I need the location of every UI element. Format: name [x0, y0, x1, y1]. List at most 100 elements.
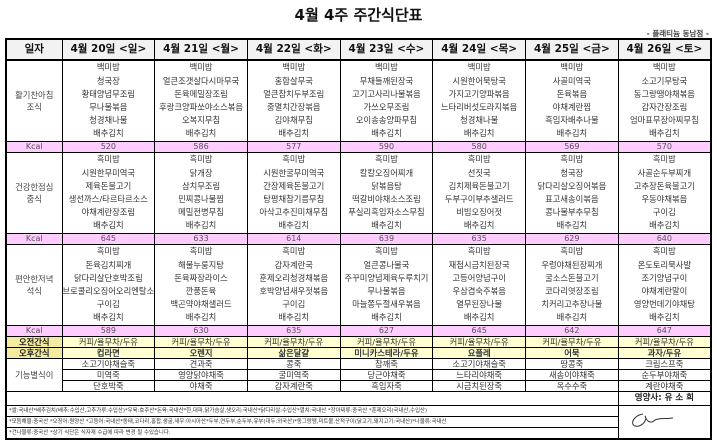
- header-row: 일자 4월 20일 <일> 4월 21일 <월> 4월 22일 <화> 4월 23일 <…: [5, 38, 712, 61]
- menu-item: 호박양념새우젓볶음: [259, 286, 329, 296]
- menu-item: 무나물볶음: [367, 286, 406, 296]
- kcal-value: 635: [432, 233, 527, 245]
- menu-item: 배추김치: [93, 128, 124, 139]
- kcal-value: 614: [246, 233, 341, 245]
- menu-item: 두부구이부추샐러드: [444, 194, 514, 204]
- menu-item: 배추김치: [463, 312, 495, 323]
- menu-item: 흑미밥: [282, 246, 306, 257]
- weekly-menu-table: 일자 4월 20일 <일> 4월 21일 <월> 4월 22일 <화> 4월 23일 <…: [5, 38, 712, 440]
- am-snack-item: 커피/율무차/두유: [525, 336, 619, 348]
- menu-item: 청국장: [560, 167, 584, 178]
- menu-item: 흑미밥: [189, 246, 213, 257]
- am-snack-item: 커피/율무차/두유: [154, 336, 248, 348]
- origin-note-row: *모듬해물:중국산 *오징어:원양산 *고등어:국내산*동태,코다리,홍합,생굴…: [5, 416, 711, 428]
- functional-diet-row: 기능별식이 소고기야채슬죽 견과죽 콩죽 참깨죽 소고기야채슬죽 땅콩죽 크림스프죽: [5, 358, 712, 392]
- day-header: 4월 25일 <금>: [525, 38, 619, 61]
- menu-item: 열무된장나물: [456, 299, 503, 310]
- pm-snack-item: 오렌지: [154, 347, 248, 359]
- functional-diet-item: 소고기야채슬죽: [61, 358, 156, 370]
- menu-item: 시원한무미역국: [81, 167, 136, 178]
- menu-item: 우삼겹숙주볶음: [452, 286, 506, 296]
- menu-item: 고등어양념구이: [452, 272, 506, 283]
- kcal-value: 640: [617, 233, 712, 245]
- menu-item: 비빔오징어젓: [456, 207, 503, 218]
- menu-item: 푸실리흑임자소스무침: [348, 207, 425, 218]
- kcal-value: 570: [617, 141, 712, 153]
- functional-diet-item: 흑임자죽: [339, 380, 434, 392]
- menu-item: 홍합살무국: [274, 75, 313, 86]
- menu-item: 고기고사리나물볶음: [352, 88, 421, 99]
- kcal-value: 590: [339, 141, 434, 153]
- menu-item: 구이김: [96, 299, 120, 310]
- menu-cell: 백미밥 소고기무탕국 동그랑땡야채볶음 감자간장조림 엄마표무장아찌무침 배추김치: [617, 59, 712, 142]
- functional-diet-row: 단호박죽 야채죽 감자계란죽 흑임자죽 시금치된장죽 옥수수죽 계란야채죽: [6, 380, 712, 392]
- menu-item: 배추김치: [93, 220, 124, 231]
- menu-cell: 흑미밥 감자계란국 훈제오리청경채볶음 호박양념새우젓볶음 구이김 배추김치: [246, 244, 341, 326]
- menu-item: 돈육볶음: [556, 88, 588, 99]
- menu-item: 백미밥: [96, 62, 120, 73]
- day-header: 4월 20일 <일>: [61, 38, 156, 61]
- menu-item: 흑미밥: [189, 154, 213, 165]
- origin-note-row: *건나물류:중국산 *상기 식단은 식자재 수급에 따라 변경 될 수있습니다.: [5, 427, 711, 440]
- menu-item: 시원한어묵탕국: [452, 75, 506, 86]
- menu-item: 백곤약야채샐러드: [170, 299, 232, 310]
- functional-diet-item: 옥수수죽: [525, 380, 619, 392]
- menu-item: 떡갈비야채소스조림: [352, 194, 421, 204]
- menu-item: 배추김치: [463, 220, 495, 231]
- meal-row: 활기찬아침 조식 백미밥 청국장 황태양념무조림 무나물볶음 청경채나물 배추김치 백미밥 얼큰조…: [5, 59, 712, 142]
- menu-item: 동그랑땡야채볶음: [633, 88, 695, 99]
- menu-item: 흑미밥: [282, 154, 306, 165]
- functional-diet-label: 기능별식이: [5, 358, 63, 392]
- kcal-value: 645: [61, 233, 156, 245]
- menu-cell: 흑미밥 우렁야채된장찌개 굴소스돈불고기 코다리엿장조림 치커리고추장나물 배추김치: [525, 244, 619, 326]
- menu-cell: 백미밥 홍합살무국 얼큰참치두부조림 중멸치간장볶음 김야채무침 배추김치: [246, 59, 341, 142]
- menu-item: 사골미역국: [552, 75, 591, 86]
- kcal-value: 577: [246, 141, 341, 153]
- menu-item: 무채들깨된장국: [359, 75, 414, 86]
- meal-row: 편안한저녁 석식 흑미밥 돈육김치찌개 닭다리살단호박조림 브로콜리오징어오리엔탈소스 구이…: [5, 244, 712, 326]
- menu-cell: 흑미밥 칼칼오징어찌개 닭볶음탕 떡갈비야채소스조림 푸실리흑임자소스무침 배추김치: [339, 152, 434, 234]
- menu-cell: 흑미밥 온도토리묵사발 조기양념구이 야채계란말이 영양번데기야채탕 배추김치: [617, 244, 712, 326]
- origin-note: *쌀:국내산*배추김치(배추:수입산,고추가루:수입산)*우육:호주산*돈육:국…: [5, 405, 619, 417]
- menu-item: 중멸치간장볶음: [267, 102, 321, 112]
- functional-diet-item: 소고기야채슬죽: [432, 358, 527, 370]
- kcal-label: Kcal: [5, 233, 63, 245]
- menu-cell: 백미밥 얼큰조갯살다시마무국 돈육메밀장조림 후랑크양파쏘야소스볶음 오복지무침 배추김치: [154, 59, 248, 142]
- meal-label: 건강한점심 중식: [5, 152, 63, 234]
- menu-item: 흑임자배추나물: [545, 115, 599, 126]
- menu-item: 주꾸미양념제육두루치기: [344, 272, 429, 283]
- branch-name: - 플래티늄 동남점 -: [646, 29, 709, 38]
- origin-note: *모듬해물:중국산 *오징어:원양산 *고등어:국내산*동태,코다리,홍합,생굴…: [5, 416, 619, 428]
- pm-snack-row: 오후간식 컵라면 오렌지 삶은달걀 미니카스테라/두유 요플레 어묵 과자/두유: [5, 347, 712, 359]
- menu-item: 배추김치: [93, 312, 124, 323]
- day-header: 4월 21일 <월>: [154, 38, 248, 61]
- menu-item: 배추김치: [649, 312, 680, 323]
- menu-item: 우동야채볶음: [641, 194, 688, 204]
- menu-item: 칼칼오징어찌개: [359, 167, 414, 178]
- functional-diet-item: 굴미역죽: [246, 369, 341, 381]
- meal-row: 건강한점심 중식 흑미밥 시원한무미역국 제육돈불고기 생선까스/타르타르소스 야채계란장조…: [5, 152, 712, 234]
- menu-item: 얼큰콩나물국: [363, 259, 410, 270]
- menu-item: 영양번데기야채탕: [633, 299, 695, 310]
- kcal-row: Kcal 520 586 577 590 580 569 570: [5, 141, 712, 153]
- origin-note-row: *쌀:국내산*배추김치(배추:수입산,고추가루:수입산)*우육:호주산*돈육:국…: [5, 405, 712, 440]
- menu-item: 흑미밥: [560, 246, 584, 257]
- menu-item: 백미밥: [560, 62, 584, 73]
- pm-snack-item: 컵라면: [61, 347, 156, 359]
- menu-item: 배추김치: [278, 220, 310, 231]
- menu-item: 가쓰오무조림: [363, 102, 410, 112]
- menu-item: 오이송송양파무침: [355, 115, 417, 126]
- menu-item: 사골순두부찌개: [637, 167, 692, 178]
- menu-item: 아삭고추진미채무침: [259, 207, 329, 218]
- menu-item: 우렁야채된장찌개: [541, 259, 603, 270]
- menu-cell: 흑미밥 닭개장 삼치무조림 민찌콩나물찜 메밀전병무침 배추김치: [154, 152, 248, 234]
- menu-item: 야채계란말이: [641, 286, 688, 296]
- menu-item: 탕평채참기름무침: [263, 194, 325, 204]
- functional-diet-item: 땅콩죽: [525, 358, 619, 370]
- menu-item: 흑미밥: [375, 246, 398, 257]
- menu-item: 고추장돈육불고기: [633, 180, 695, 191]
- menu-item: 배추김치: [649, 128, 680, 139]
- menu-item: 배추김치: [185, 220, 217, 231]
- menu-item: 무나물볶음: [89, 102, 128, 112]
- kcal-value: 630: [154, 325, 248, 337]
